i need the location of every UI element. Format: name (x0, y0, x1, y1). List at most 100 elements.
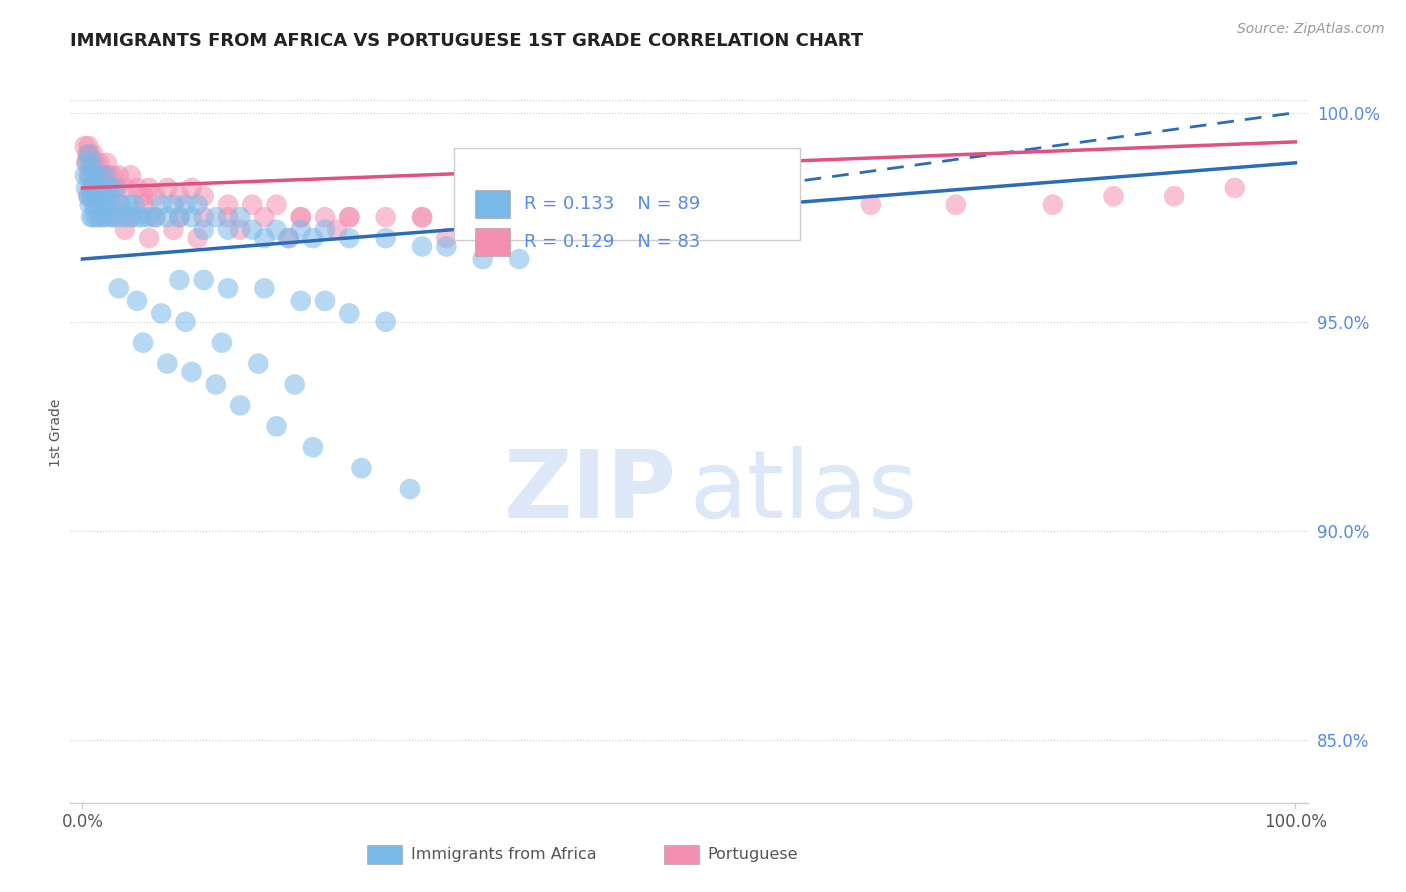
Point (80, 211, 103, 225)
Point (114, 211, 136, 225)
Point (82, 189, 104, 203)
Point (277, 231, 299, 245)
Point (205, 377, 228, 392)
Point (89, 197, 111, 211)
Point (240, 197, 263, 211)
Point (337, 231, 360, 245)
Point (80, 181, 103, 195)
Point (193, 189, 215, 203)
Point (96, 189, 118, 203)
Point (93, 197, 115, 211)
Point (471, 252, 494, 266)
Text: atlas: atlas (689, 446, 917, 538)
Point (84, 156, 107, 170)
Point (180, 181, 202, 195)
Point (101, 169, 124, 183)
Point (132, 197, 155, 211)
Point (125, 181, 148, 195)
Y-axis label: 1st Grade: 1st Grade (49, 399, 63, 467)
Point (266, 197, 288, 211)
Point (76, 156, 98, 170)
Point (531, 223, 554, 237)
Point (434, 239, 457, 253)
Point (314, 223, 336, 237)
Point (434, 231, 457, 245)
Point (98, 169, 121, 183)
Point (314, 293, 336, 308)
Point (169, 273, 191, 287)
Text: IMMIGRANTS FROM AFRICA VS PORTUGUESE 1ST GRADE CORRELATION CHART: IMMIGRANTS FROM AFRICA VS PORTUGUESE 1ST… (70, 32, 863, 50)
Point (108, 169, 131, 183)
Point (290, 211, 312, 225)
Text: Portuguese: Portuguese (707, 847, 799, 863)
Point (240, 223, 263, 237)
Point (253, 281, 276, 295)
FancyBboxPatch shape (475, 190, 509, 218)
Point (79, 197, 101, 211)
Point (77, 147, 100, 161)
Point (217, 197, 239, 211)
Point (187, 231, 209, 245)
Point (82, 156, 104, 170)
FancyBboxPatch shape (454, 147, 800, 240)
Point (229, 223, 252, 237)
Point (290, 293, 312, 308)
Point (314, 211, 336, 225)
Text: ZIP: ZIP (503, 446, 676, 538)
Point (138, 231, 160, 245)
Point (98, 197, 121, 211)
Point (110, 197, 132, 211)
Point (73, 169, 96, 183)
Point (77, 189, 100, 203)
Point (411, 211, 433, 225)
Point (337, 306, 360, 320)
Point (108, 211, 131, 225)
Point (97, 181, 120, 195)
Point (247, 357, 270, 371)
Point (132, 335, 155, 350)
Point (108, 281, 131, 295)
Point (77, 139, 100, 153)
Point (253, 231, 276, 245)
Point (143, 211, 166, 225)
Point (180, 211, 202, 225)
Point (193, 273, 215, 287)
Point (96, 156, 118, 170)
Point (169, 189, 191, 203)
Point (150, 197, 173, 211)
Point (98, 189, 121, 203)
FancyBboxPatch shape (664, 845, 699, 864)
Point (91, 189, 114, 203)
Text: R = 0.133    N = 89: R = 0.133 N = 89 (524, 194, 700, 213)
Point (83, 169, 105, 183)
Point (79, 169, 101, 183)
Point (89, 156, 111, 170)
Point (83, 197, 105, 211)
Point (79, 156, 101, 170)
Point (156, 181, 179, 195)
FancyBboxPatch shape (475, 228, 509, 256)
Point (156, 357, 179, 371)
Point (138, 181, 160, 195)
Point (350, 461, 373, 475)
Point (86, 211, 108, 225)
Point (1163, 189, 1185, 203)
Point (83, 197, 105, 211)
Point (108, 197, 131, 211)
Point (105, 181, 128, 195)
Text: Immigrants from Africa: Immigrants from Africa (411, 847, 596, 863)
Point (169, 211, 191, 225)
Point (174, 197, 197, 211)
Point (678, 211, 700, 225)
Point (302, 231, 325, 245)
Point (169, 211, 191, 225)
Point (124, 197, 146, 211)
Point (156, 211, 179, 225)
Point (1042, 197, 1064, 211)
Point (83, 181, 105, 195)
Point (125, 293, 148, 308)
Point (211, 335, 233, 350)
Point (120, 211, 142, 225)
Point (496, 211, 519, 225)
Point (75, 156, 97, 170)
